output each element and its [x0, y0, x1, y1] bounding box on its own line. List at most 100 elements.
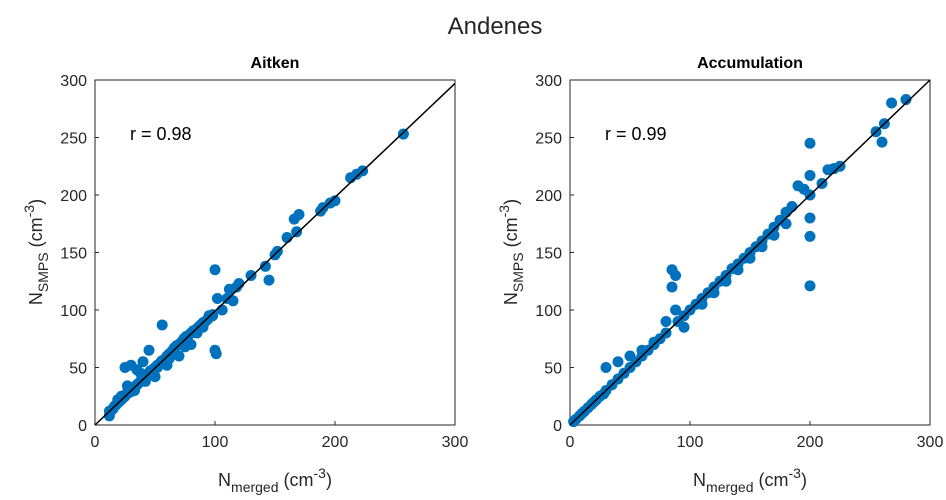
data-point [696, 298, 708, 310]
data-point [600, 362, 612, 373]
x-label-sub: merged [706, 479, 753, 495]
data-point [281, 232, 293, 244]
x-tick-label: 300 [917, 434, 944, 451]
y-label-sub: SMPS [510, 252, 526, 292]
data-point [648, 336, 660, 348]
data-point [288, 213, 300, 225]
data-point [666, 264, 678, 276]
x-tick-label: 200 [797, 434, 824, 451]
fit-line [569, 79, 931, 426]
x-label-sup: -3 [789, 465, 802, 481]
y-axis-label: NSMPS (cm-3) [496, 199, 526, 305]
y-label-end: ) [501, 199, 521, 205]
x-tick-label: 100 [677, 434, 704, 451]
data-point [221, 293, 233, 304]
y-tick-label: 50 [69, 361, 87, 378]
data-point [804, 137, 816, 149]
data-point [708, 287, 720, 299]
y-label-base: N [501, 292, 521, 305]
data-point [804, 212, 816, 224]
data-point [223, 283, 235, 295]
data-point [173, 350, 185, 362]
y-label-end: ) [26, 199, 46, 205]
x-label-base: N [693, 470, 706, 490]
data-point [780, 218, 792, 230]
data-point [900, 94, 912, 106]
data-point [209, 264, 221, 276]
data-point [670, 304, 682, 316]
y-tick-label: 150 [535, 246, 562, 263]
y-tick-label: 250 [60, 131, 87, 148]
y-label-base: N [26, 292, 46, 305]
data-point [804, 230, 816, 242]
data-point [135, 367, 147, 379]
correlation-annotation: r = 0.99 [605, 124, 667, 144]
y-label-sub: SMPS [35, 252, 51, 292]
data-point [804, 169, 816, 181]
data-point [886, 97, 898, 109]
y-tick-label: 300 [535, 73, 562, 90]
x-tick-label: 300 [442, 434, 469, 451]
y-tick-label: 50 [544, 361, 562, 378]
data-point [139, 375, 151, 387]
data-point [163, 352, 175, 364]
y-tick-label: 0 [553, 418, 562, 435]
x-label-sub: merged [231, 479, 278, 495]
y-axis-label: NSMPS (cm-3) [21, 199, 51, 305]
data-point [263, 274, 275, 286]
x-label-base: N [218, 470, 231, 490]
y-tick-label: 100 [60, 303, 87, 320]
data-point [624, 350, 636, 362]
y-tick-label: 100 [535, 303, 562, 320]
y-label-unit: (cm [26, 217, 46, 247]
data-point [137, 356, 149, 368]
x-tick-label: 0 [91, 434, 100, 451]
data-point [151, 362, 163, 373]
data-point [732, 264, 744, 276]
data-point [804, 280, 816, 292]
data-point [768, 229, 780, 241]
y-label-unit: (cm [501, 217, 521, 247]
y-tick-label: 300 [60, 73, 87, 90]
data-point [119, 362, 131, 373]
x-tick-label: 200 [322, 434, 349, 451]
chart-title: Aitken [251, 55, 300, 72]
y-label-sup: -3 [21, 205, 37, 218]
data-point [210, 348, 222, 360]
fit-line [94, 82, 456, 426]
data-point [612, 356, 624, 368]
y-tick-label: 0 [78, 418, 87, 435]
data-point [245, 270, 257, 281]
x-axis-label: Nmerged (cm-3) [218, 465, 332, 495]
data-point [149, 371, 161, 383]
y-tick-label: 200 [535, 188, 562, 205]
data-point [207, 310, 219, 322]
chart-title: Accumulation [697, 55, 803, 72]
data-point [291, 226, 303, 238]
data-point [792, 180, 804, 192]
y-tick-label: 200 [60, 188, 87, 205]
axis-ticks: 0 100 200 300 0 50 100 150 200 250 300 [60, 73, 468, 451]
data-point [143, 344, 155, 356]
data-point [121, 380, 133, 392]
chart-accumulation: Accumulation 0 100 200 300 0 50 100 150 200 250 30… [496, 55, 943, 495]
x-label-end: ) [801, 470, 807, 490]
y-label-sup: -3 [496, 205, 512, 218]
y-tick-label: 250 [535, 131, 562, 148]
data-point [678, 321, 690, 333]
correlation-annotation: r = 0.98 [130, 124, 192, 144]
data-point [211, 293, 223, 304]
data-point [156, 319, 168, 331]
data-point [397, 128, 409, 140]
data-point [216, 304, 228, 316]
x-axis-label: Nmerged (cm-3) [693, 465, 807, 495]
data-point [636, 344, 648, 356]
data-point [112, 394, 124, 406]
data-point [744, 252, 756, 264]
data-point [822, 164, 834, 176]
x-tick-label: 100 [202, 434, 229, 451]
chart-aitken: Aitken 0 100 200 300 0 50 100 150 200 250 300 r = … [21, 55, 468, 495]
data-point [720, 275, 732, 287]
x-label-sup: -3 [314, 465, 327, 481]
